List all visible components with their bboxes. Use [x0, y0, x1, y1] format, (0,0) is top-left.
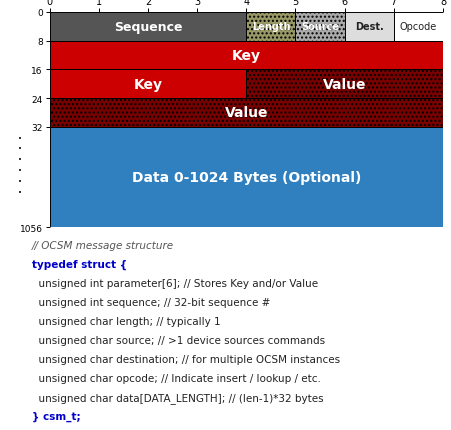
Text: Key: Key [133, 77, 162, 92]
Text: Length: Length [251, 22, 290, 32]
Text: Dest.: Dest. [354, 22, 383, 32]
Bar [246, 13, 295, 42]
Text: Data 0-1024 Bytes (Optional): Data 0-1024 Bytes (Optional) [131, 171, 360, 185]
Text: } csm_t;: } csm_t; [32, 411, 80, 421]
Bar [50, 128, 442, 228]
Text: unsigned char data[DATA_LENGTH]; // (len-1)*32 bytes: unsigned char data[DATA_LENGTH]; // (len… [32, 392, 322, 403]
Text: unsigned char destination; // for multiple OCSM instances: unsigned char destination; // for multip… [32, 354, 339, 364]
Text: •: • [18, 146, 22, 152]
Bar [50, 13, 246, 42]
Bar [295, 13, 344, 42]
Text: Value: Value [322, 77, 366, 92]
Bar [246, 70, 442, 99]
Text: unsigned char length; // typically 1: unsigned char length; // typically 1 [32, 316, 220, 326]
Text: unsigned char source; // >1 device sources commands: unsigned char source; // >1 device sourc… [32, 335, 324, 345]
Text: // OCSM message structure: // OCSM message structure [32, 240, 173, 250]
Text: unsigned int parameter[6]; // Stores Key and/or Value: unsigned int parameter[6]; // Stores Key… [32, 278, 317, 288]
Bar [344, 13, 393, 42]
Text: unsigned int sequence; // 32-bit sequence #: unsigned int sequence; // 32-bit sequenc… [32, 297, 269, 307]
Text: •: • [18, 157, 22, 163]
Bar [50, 70, 246, 99]
Text: •: • [18, 178, 22, 184]
Text: typedef struct {: typedef struct { [32, 259, 126, 270]
Text: •: • [18, 135, 22, 141]
Text: Value: Value [224, 106, 267, 120]
Text: •: • [18, 168, 22, 174]
Text: Key: Key [231, 49, 260, 63]
Text: •: • [18, 189, 22, 195]
Bar [393, 13, 442, 42]
Text: unsigned char opcode; // Indicate insert / lookup / etc.: unsigned char opcode; // Indicate insert… [32, 373, 320, 383]
Text: Source: Source [300, 22, 338, 32]
Text: Sequence: Sequence [114, 21, 182, 34]
Bar [50, 99, 442, 128]
Text: Opcode: Opcode [399, 22, 436, 32]
Bar [50, 42, 442, 70]
